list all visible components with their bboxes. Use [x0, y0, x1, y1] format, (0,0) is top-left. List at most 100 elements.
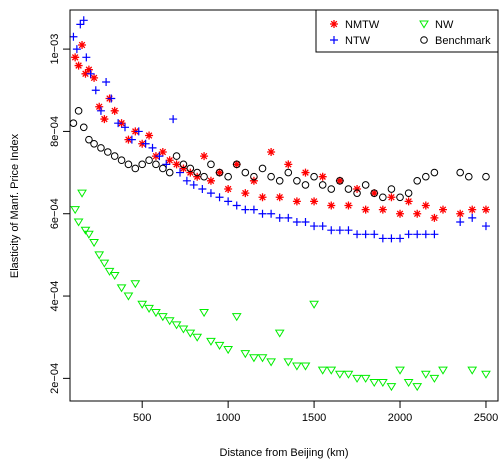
legend-item-benchmark: Benchmark: [420, 35, 491, 47]
data-point: [145, 156, 153, 165]
data-point: [84, 65, 93, 74]
series-ntw: [69, 16, 490, 243]
data-point: [86, 69, 95, 78]
data-point: [301, 217, 310, 226]
data-point: [353, 185, 362, 194]
data-point: [370, 189, 379, 197]
data-point: [94, 251, 105, 260]
data-point: [403, 378, 414, 388]
data-point: [186, 164, 195, 173]
y-tick-label: 1e−03: [49, 34, 61, 65]
plot-frame: [69, 9, 499, 402]
data-point: [317, 366, 328, 375]
data-point: [370, 189, 379, 198]
data-point: [334, 370, 345, 379]
x-tick-label: 2000: [388, 412, 412, 424]
data-point: [343, 370, 354, 379]
data-point: [310, 222, 319, 231]
data-point: [134, 127, 143, 136]
data-point: [96, 106, 105, 115]
data-point: [127, 135, 136, 144]
data-point: [361, 230, 370, 239]
data-point: [145, 131, 154, 140]
data-point: [293, 177, 301, 185]
data-point: [81, 69, 90, 78]
data-point: [438, 366, 448, 375]
data-point: [430, 213, 439, 222]
legend: NMTW NTW NW Benchmark: [315, 9, 499, 53]
data-point: [274, 329, 285, 338]
data-point: [422, 172, 430, 181]
data-point: [335, 176, 344, 185]
data-point: [124, 160, 133, 169]
y-tick-label: 4e−04: [49, 281, 61, 312]
data-point: [336, 177, 344, 185]
data-point: [404, 189, 413, 197]
data-point: [74, 61, 83, 70]
data-point: [77, 189, 87, 198]
data-point: [310, 197, 319, 206]
data-point: [80, 226, 91, 235]
data-point: [99, 259, 110, 268]
data-point: [266, 358, 276, 367]
data-point: [327, 185, 336, 193]
data-point: [309, 300, 319, 309]
data-point: [193, 168, 201, 177]
series-nw: [70, 189, 491, 392]
data-point: [172, 160, 181, 169]
data-point: [185, 329, 196, 338]
data-point: [157, 313, 168, 322]
data-point: [223, 346, 234, 355]
data-point: [206, 189, 215, 198]
data-point: [224, 197, 233, 206]
data-point: [267, 209, 276, 218]
legend-label: NW: [435, 19, 454, 31]
data-point: [70, 206, 81, 215]
data-point: [267, 147, 276, 156]
data-point: [95, 102, 104, 111]
data-point: [258, 164, 267, 173]
data-point: [72, 45, 81, 54]
data-point: [116, 284, 127, 293]
data-point: [250, 172, 258, 181]
data-point: [353, 189, 361, 197]
data-point: [395, 366, 405, 375]
data-point: [130, 280, 141, 289]
data-point: [102, 78, 111, 87]
data-point: [468, 213, 477, 222]
y-tick-label: 8e−04: [49, 116, 61, 147]
data-point: [91, 86, 100, 95]
data-point: [284, 213, 293, 222]
data-point: [361, 181, 370, 189]
data-point: [387, 193, 396, 202]
legend-item-nw: NW: [419, 19, 454, 31]
data-point: [144, 304, 154, 313]
data-point: [206, 337, 216, 346]
data-point: [318, 172, 327, 181]
data-point: [148, 143, 157, 152]
data-point: [176, 168, 185, 177]
data-point: [169, 115, 178, 124]
x-tick-label: 2500: [474, 412, 498, 424]
legend-marker: [330, 20, 338, 28]
y-tick-label: 6e−04: [49, 198, 61, 229]
data-point: [90, 73, 99, 82]
data-point: [292, 217, 301, 226]
data-point: [421, 230, 430, 239]
data-point: [318, 222, 327, 231]
data-point: [110, 152, 119, 160]
data-point: [224, 185, 233, 194]
data-point: [396, 209, 405, 218]
data-point: [267, 172, 275, 181]
data-point: [114, 119, 123, 128]
data-point: [464, 172, 473, 181]
data-point: [165, 168, 174, 177]
data-point: [117, 156, 126, 165]
data-point: [240, 350, 251, 359]
data-point: [74, 107, 83, 115]
data-point: [404, 230, 413, 239]
data-point: [186, 168, 195, 177]
data-point: [110, 106, 119, 115]
